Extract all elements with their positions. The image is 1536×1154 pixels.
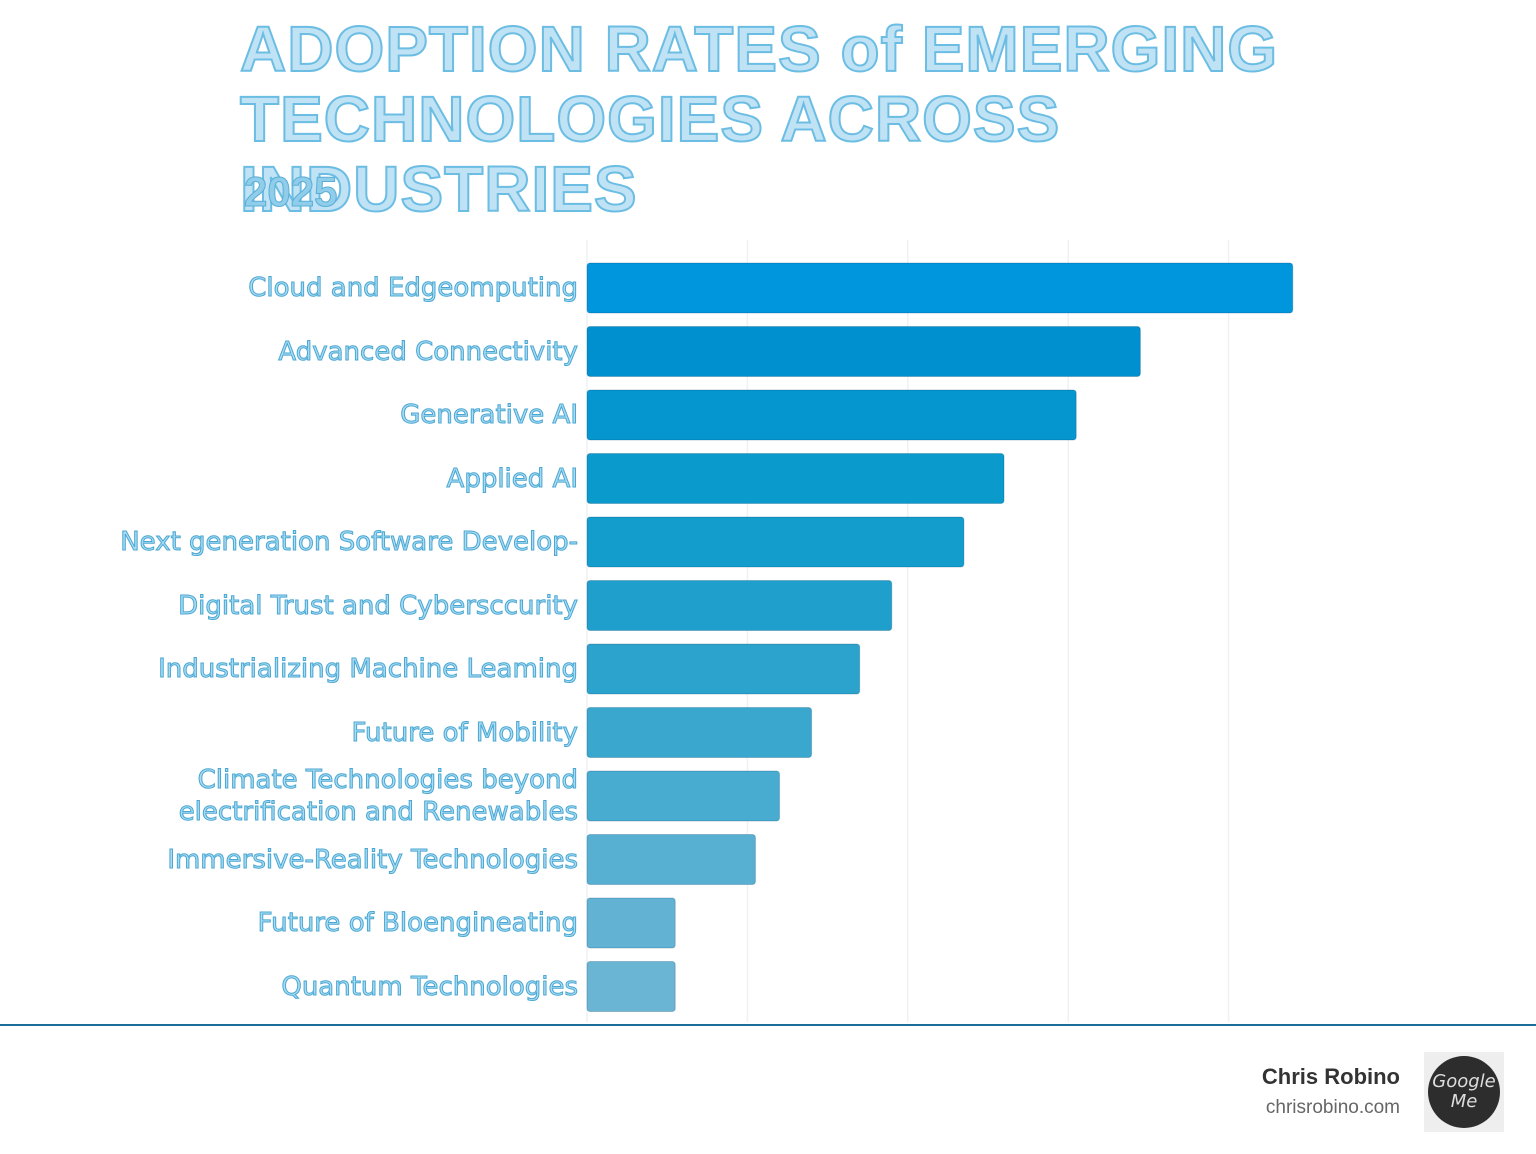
category-label: Future of Mobility: [351, 717, 578, 748]
category-label: Next generation Software Develop-: [120, 527, 579, 558]
category-label: Advanced Connectivity: [278, 336, 579, 367]
author-site: chrisrobino.com: [1265, 1097, 1400, 1118]
bar: [586, 770, 780, 822]
category-label: Quantum Technologies: [281, 971, 579, 1002]
bar: [586, 897, 676, 949]
badge: Google Me: [1428, 1056, 1500, 1128]
bar: [586, 389, 1077, 441]
category-label: Immersive-Reality Technologies: [167, 844, 579, 875]
bar: [586, 834, 756, 885]
category-label: Future of Bloengineating: [257, 908, 578, 939]
bar: [586, 643, 861, 695]
badge-box: Google Me: [1424, 1052, 1504, 1132]
category-label: Cloud and Edgeomputing: [248, 273, 579, 304]
bar: [586, 707, 813, 758]
category-label: Digital Trust and Cybersccurity: [178, 590, 579, 621]
category-label: Climate Technologies beyond electrificat…: [178, 765, 578, 828]
bar: [586, 961, 676, 1012]
chart-subtitle: 2025: [243, 168, 338, 216]
category-label: Applied AI: [446, 463, 578, 494]
bar: [586, 580, 893, 631]
bar: [586, 453, 1005, 504]
chart-title: ADOPTION RATES of EMERGING TECHNOLOGIES …: [239, 13, 1279, 225]
category-label: Industrializing Machine Leaming: [158, 654, 579, 685]
bar: [586, 326, 1141, 377]
author-name: Chris Robino: [1261, 1064, 1400, 1089]
bar: [586, 262, 1294, 314]
bar: [586, 516, 965, 568]
category-label: Generative AI: [400, 400, 579, 431]
